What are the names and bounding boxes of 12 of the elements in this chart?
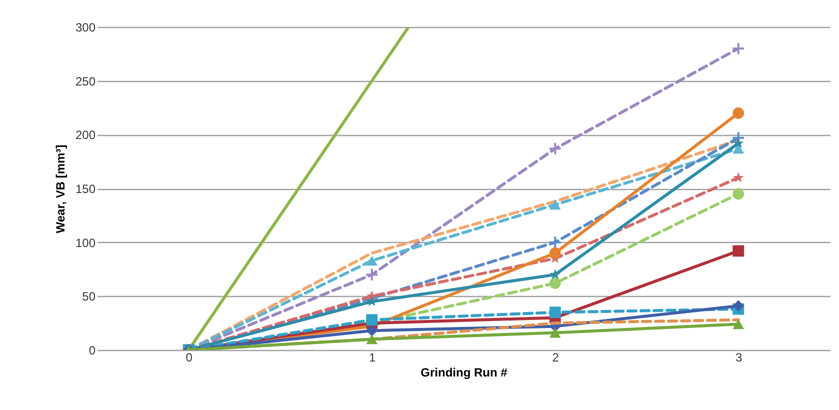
x-tick-label: 0 (186, 350, 193, 364)
y-tick-label: 200 (75, 128, 96, 142)
x-tick-label: 3 (736, 350, 743, 364)
x-tick-label: 1 (369, 350, 376, 364)
y-tick-label: 150 (75, 182, 96, 196)
y-tick-label: 250 (75, 74, 96, 88)
y-tick-label: 100 (75, 236, 96, 250)
y-tick-label: 300 (75, 20, 96, 34)
x-tick-label: 2 (552, 350, 560, 364)
y-axis-title: Wear, VB [mm³] (53, 144, 68, 234)
y-tick-label: 50 (82, 290, 96, 304)
x-axis-title: Grinding Run # (420, 366, 508, 380)
